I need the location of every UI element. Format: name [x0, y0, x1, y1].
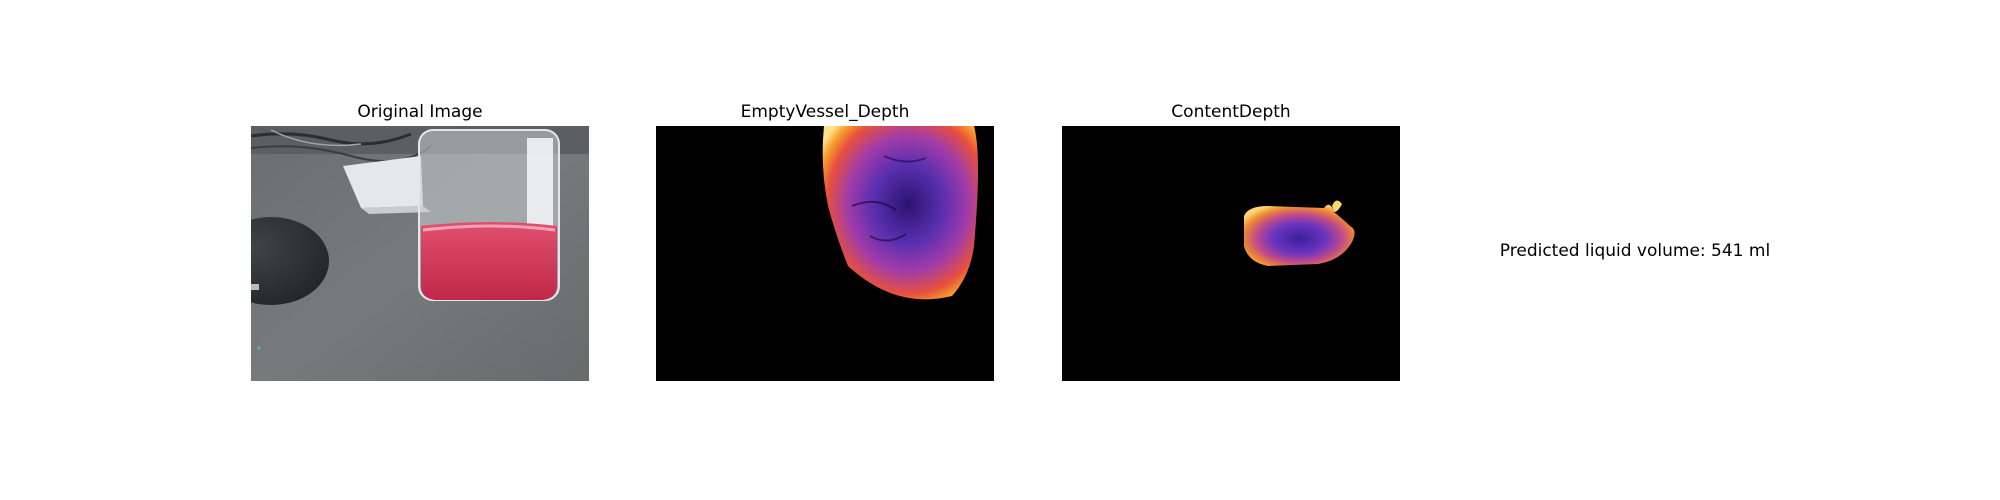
empty-vessel-depth-title: EmptyVessel_Depth	[656, 101, 994, 123]
empty-vessel-depth-panel: EmptyVessel_Depth	[656, 101, 994, 381]
predicted-volume-text: Predicted liquid volume: 541 ml	[1460, 241, 1810, 261]
content-depth-image	[1062, 126, 1400, 381]
original-image	[251, 126, 589, 381]
empty-vessel-depth-image	[656, 126, 994, 381]
original-image-title: Original Image	[251, 101, 589, 123]
content-depth-panel: ContentDepth	[1062, 101, 1400, 381]
content-depth-title: ContentDepth	[1062, 101, 1400, 123]
original-image-panel: Original Image	[251, 101, 589, 381]
